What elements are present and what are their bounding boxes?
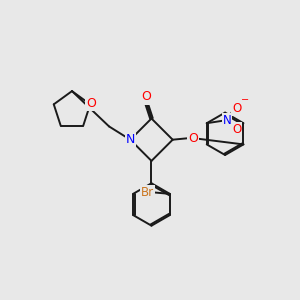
Text: O: O <box>188 132 198 145</box>
Text: Br: Br <box>141 186 154 199</box>
Text: O: O <box>232 102 242 115</box>
Text: −: − <box>242 95 250 105</box>
Text: O: O <box>86 97 96 110</box>
Text: +: + <box>231 110 238 118</box>
Text: N: N <box>223 114 231 127</box>
Text: O: O <box>141 91 151 103</box>
Text: O: O <box>232 123 242 136</box>
Text: N: N <box>126 133 135 146</box>
